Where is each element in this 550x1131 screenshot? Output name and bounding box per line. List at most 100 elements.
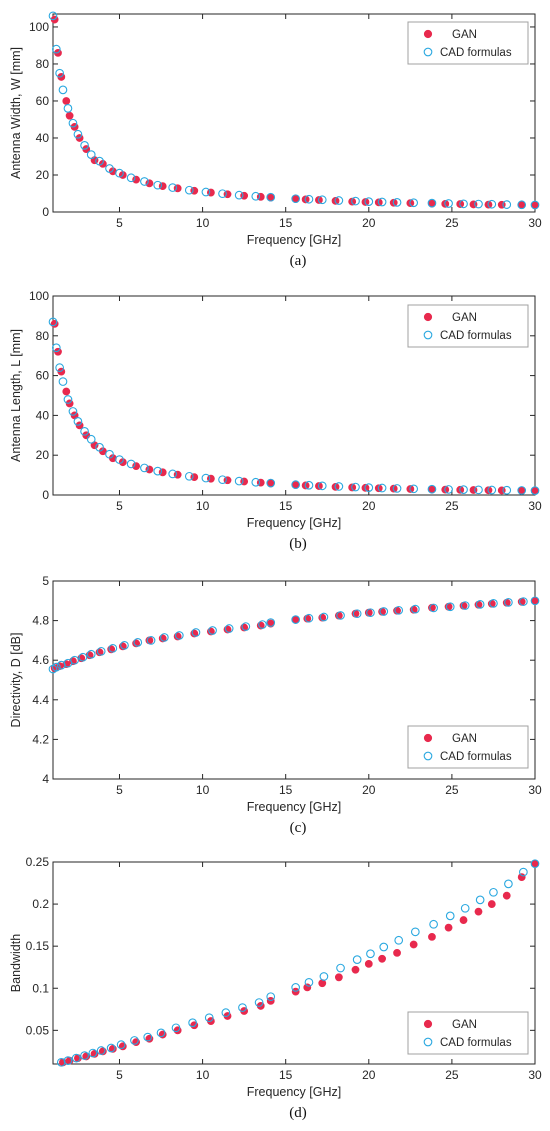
- cad-point: [80, 426, 89, 436]
- cad-point: [115, 168, 124, 178]
- y-tick-label: 0: [42, 205, 49, 219]
- cad-point: [63, 104, 73, 113]
- cad-point: [130, 1036, 139, 1045]
- x-tick-label: 15: [279, 216, 293, 230]
- series-cad: [48, 596, 540, 674]
- legend-cad-marker: [423, 330, 433, 340]
- cad-point: [80, 1051, 89, 1060]
- cad-point: [304, 480, 314, 490]
- cad-point: [234, 476, 244, 486]
- x-tick-label: 10: [196, 1068, 210, 1082]
- x-tick-label: 15: [279, 783, 293, 797]
- x-tick-label: 5: [116, 783, 123, 797]
- cad-point: [517, 486, 527, 495]
- cad-point: [410, 604, 420, 614]
- cad-point: [487, 199, 497, 209]
- cad-point: [126, 459, 136, 469]
- cad-point: [168, 183, 178, 192]
- legend-cad-label: CAD formulas: [440, 751, 512, 763]
- legend: GAN CAD formulas: [407, 304, 529, 348]
- legend: GAN CAD formulas: [407, 21, 529, 65]
- cad-point: [475, 600, 485, 609]
- y-tick-label: 100: [29, 20, 49, 34]
- cad-point: [254, 998, 264, 1007]
- cad-point: [68, 407, 78, 416]
- y-tick-label: 5: [42, 574, 49, 588]
- cad-point: [304, 978, 314, 987]
- cad-point: [48, 11, 58, 21]
- cad-point: [489, 599, 498, 608]
- cad-point: [427, 484, 437, 494]
- x-tick-label: 20: [362, 783, 376, 797]
- cad-point: [364, 197, 374, 206]
- gan-point: [132, 462, 141, 471]
- y-axis-label: Antenna Length, L [mm]: [9, 329, 23, 462]
- y-tick-label: 0.25: [26, 855, 50, 869]
- cad-point: [160, 633, 169, 642]
- cad-point: [351, 196, 360, 206]
- cad-point: [146, 636, 156, 645]
- cad-point: [184, 185, 194, 195]
- x-tick-label: 30: [528, 1068, 542, 1082]
- cad-point: [379, 607, 389, 616]
- y-tick-label: 80: [36, 329, 50, 343]
- gan-point: [459, 916, 468, 924]
- y-tick-label: 4: [42, 772, 49, 786]
- cad-point: [366, 608, 375, 618]
- cad-point: [351, 482, 360, 492]
- cad-point: [218, 189, 227, 199]
- y-tick-label: 0.2: [32, 897, 49, 911]
- cad-point: [143, 1032, 153, 1042]
- y-tick-label: 100: [29, 289, 49, 303]
- cad-point: [291, 480, 301, 490]
- cad-point: [241, 622, 251, 631]
- legend: GAN CAD formulas: [407, 1011, 529, 1055]
- legend-box: [407, 725, 529, 769]
- cad-point: [48, 317, 58, 327]
- cad-point: [140, 463, 149, 473]
- cad-point: [409, 484, 419, 494]
- cad-point: [530, 596, 540, 606]
- cad-point: [530, 200, 540, 210]
- cad-point: [140, 177, 149, 186]
- panel-caption: (b): [289, 536, 307, 552]
- cad-point: [221, 1008, 231, 1018]
- y-axis-label: Directivity, D [dB]: [9, 633, 23, 728]
- legend-box: [407, 304, 529, 348]
- y-tick-label: 0.05: [26, 1023, 50, 1037]
- x-axis-label: Frequency [GHz]: [247, 516, 341, 530]
- x-axis-label: Frequency [GHz]: [247, 233, 341, 247]
- cad-point: [445, 602, 455, 612]
- legend-gan-marker: [423, 733, 433, 743]
- y-tick-label: 80: [36, 57, 50, 71]
- y-tick-label: 60: [36, 369, 50, 383]
- y-tick-label: 0.15: [26, 939, 50, 953]
- cad-point: [105, 164, 114, 173]
- cad-point: [266, 618, 276, 627]
- cad-point: [336, 611, 345, 620]
- y-tick-label: 4.6: [32, 653, 49, 667]
- x-tick-label: 30: [528, 783, 542, 797]
- cad-point: [70, 655, 79, 665]
- cad-point: [96, 646, 106, 656]
- cad-point: [171, 1023, 181, 1033]
- cad-point: [51, 662, 61, 672]
- cad-point: [504, 598, 513, 607]
- legend-gan-marker: [423, 312, 433, 322]
- cad-point: [251, 191, 261, 201]
- series-cad: [56, 859, 540, 1067]
- gan-point: [303, 983, 312, 992]
- cad-point: [80, 141, 89, 150]
- cad-point: [88, 1048, 98, 1058]
- x-tick-label: 30: [528, 499, 542, 513]
- legend-gan-label: GAN: [452, 29, 477, 41]
- cad-point: [115, 455, 124, 464]
- cad-point: [156, 1028, 166, 1038]
- legend-gan-label: GAN: [452, 1019, 477, 1031]
- cad-point: [459, 485, 468, 494]
- cad-point: [409, 198, 419, 208]
- cad-point: [184, 471, 194, 481]
- cad-point: [258, 620, 267, 629]
